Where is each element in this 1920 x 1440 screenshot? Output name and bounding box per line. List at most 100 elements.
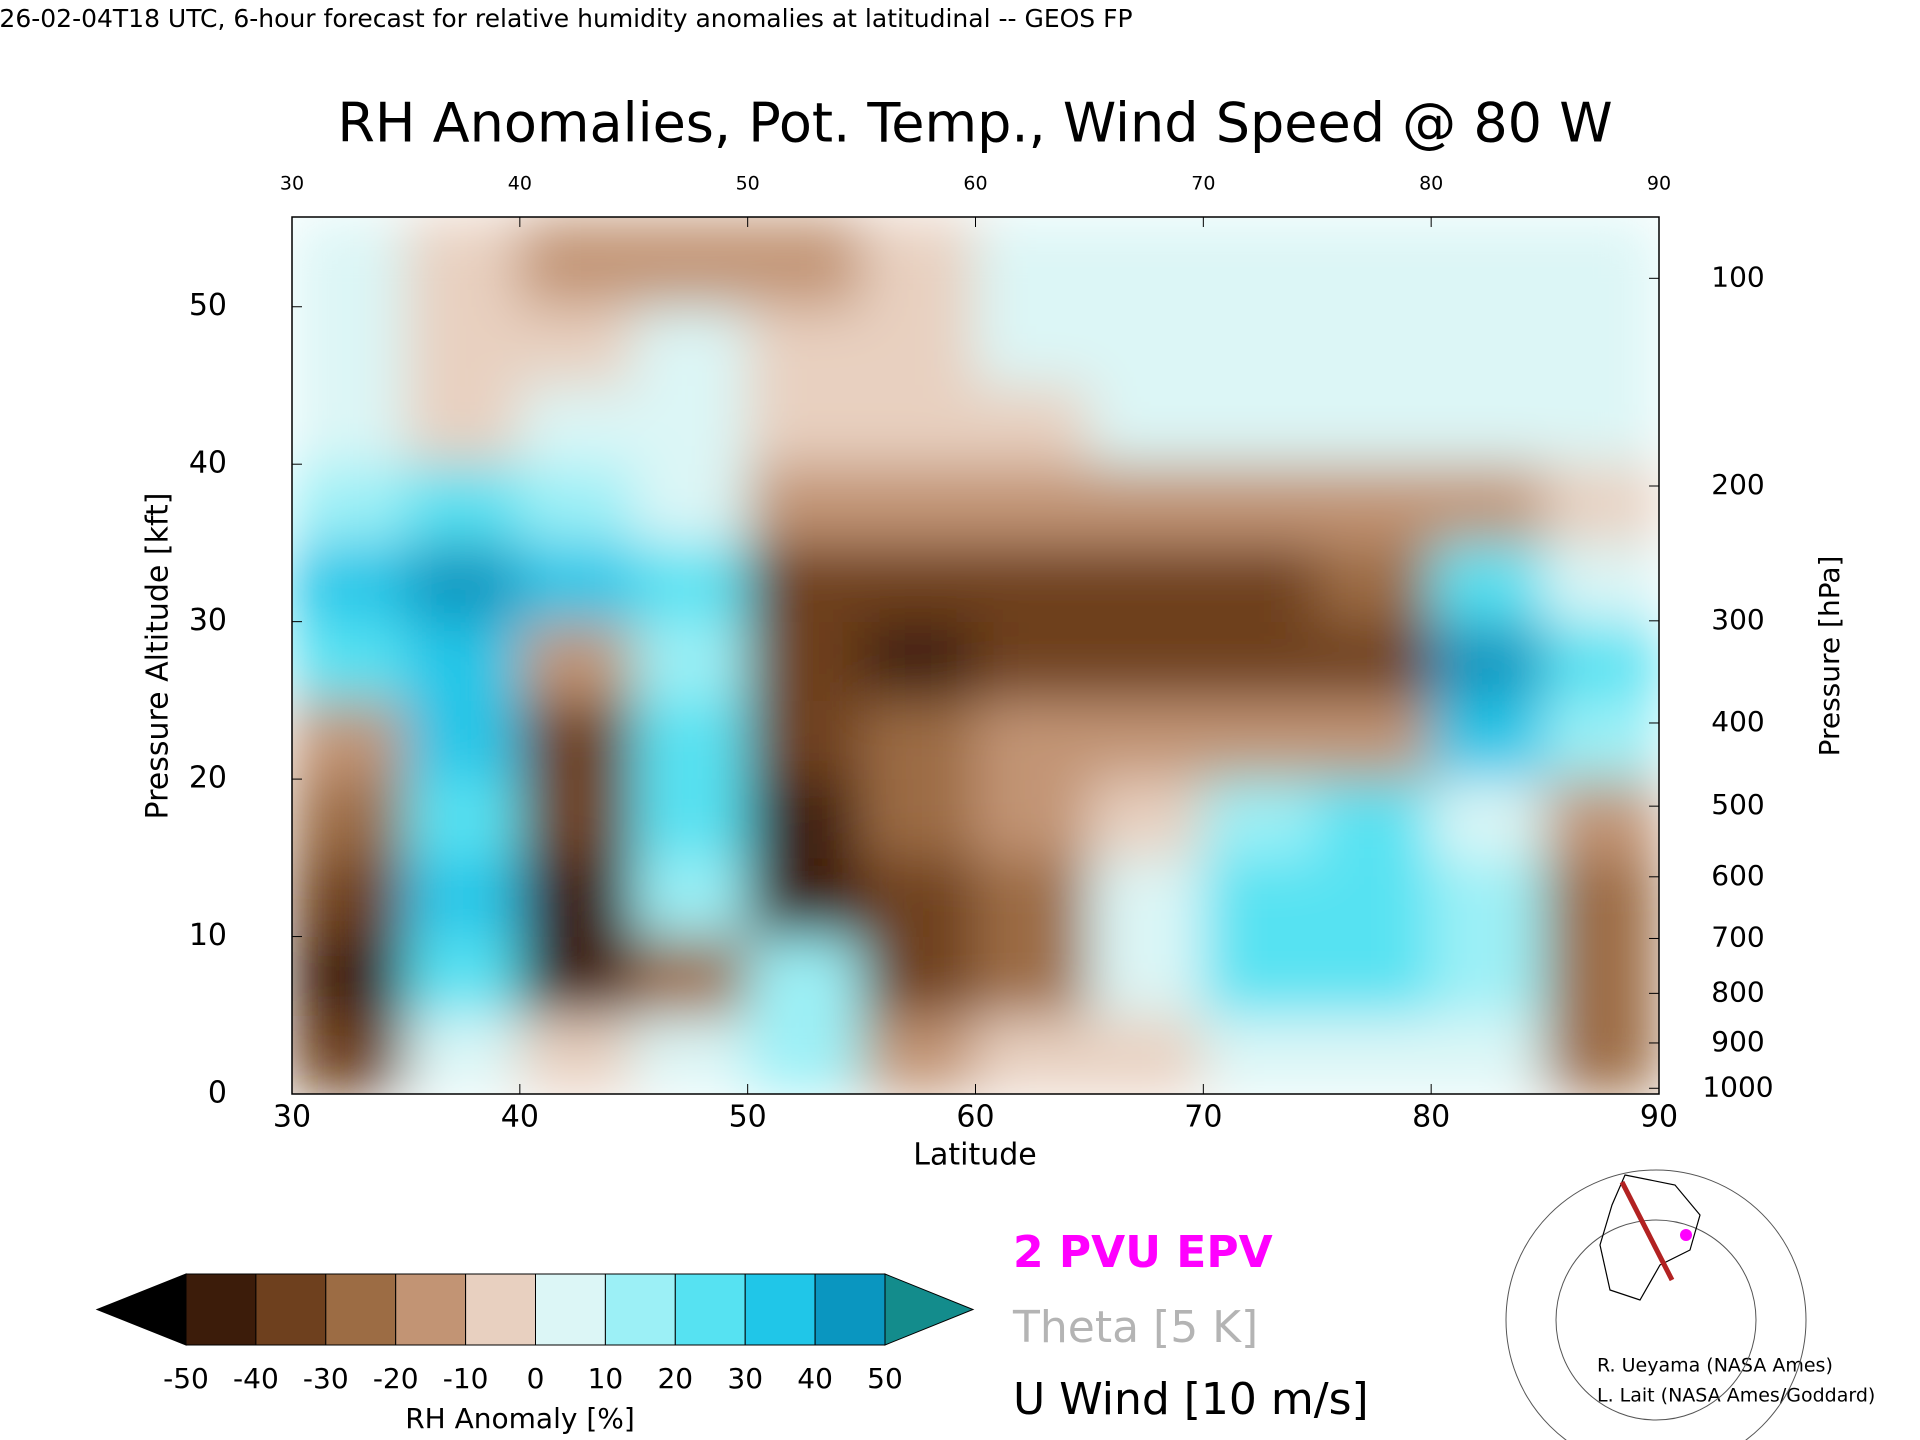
heat-cell xyxy=(405,1014,521,1094)
y2-tick-label: 300 xyxy=(1711,603,1764,636)
heat-cell xyxy=(1316,463,1432,544)
heat-cell xyxy=(1316,384,1432,465)
heat-cell xyxy=(1544,936,1659,1016)
heat-cell xyxy=(747,857,863,938)
y2-tick-label: 400 xyxy=(1711,705,1764,738)
x-top-tick-label: 80 xyxy=(1419,173,1443,195)
map-marker xyxy=(1680,1229,1692,1241)
heat-cell xyxy=(1430,936,1546,1016)
heat-cell xyxy=(292,1014,407,1094)
colorbar-tick-label: 0 xyxy=(527,1362,545,1395)
heat-cell xyxy=(1202,463,1318,544)
heat-cell xyxy=(1430,1014,1546,1094)
x-top-tick-label: 60 xyxy=(963,173,987,195)
heat-cell xyxy=(1088,542,1204,623)
colorbar-tick-label: 10 xyxy=(588,1362,624,1395)
heat-cell xyxy=(1316,936,1432,1016)
chart-title: RH Anomalies, Pot. Temp., Wind Speed @ 8… xyxy=(337,92,1612,155)
x-top-tick-label: 50 xyxy=(736,173,760,195)
colorbar-segment xyxy=(325,1273,397,1346)
colorbar-segment xyxy=(744,1273,816,1346)
y-tick-label: 50 xyxy=(189,288,227,323)
heat-cell xyxy=(861,384,976,465)
colorbar-segment xyxy=(604,1273,676,1346)
heat-cell xyxy=(633,857,749,938)
heat-cell xyxy=(292,778,407,859)
heat-cell xyxy=(405,699,521,780)
colorbar-tick-label: 50 xyxy=(867,1362,903,1395)
y-tick-label: 10 xyxy=(189,918,227,953)
heat-cell xyxy=(747,936,863,1016)
heat-cell xyxy=(292,857,407,938)
colorbar-segment xyxy=(255,1273,327,1346)
heat-cell xyxy=(633,306,749,386)
map-graticule xyxy=(1555,1219,1757,1421)
x-top-tick-label: 90 xyxy=(1647,173,1671,195)
heat-cell xyxy=(1088,306,1204,386)
x-tick-label: 50 xyxy=(729,1100,767,1135)
y2-tick-label: 100 xyxy=(1711,260,1764,293)
heat-cell xyxy=(1430,542,1546,623)
x-top-tick-label: 40 xyxy=(508,173,532,195)
heat-cell xyxy=(633,936,749,1016)
heatmap-cells xyxy=(292,217,1659,1094)
heat-cell xyxy=(519,306,635,386)
colorbar-tick-label: -50 xyxy=(163,1362,209,1395)
x-tick-label: 70 xyxy=(1184,1100,1222,1135)
colorbar-tick-label: -10 xyxy=(443,1362,489,1395)
heat-cell xyxy=(1088,217,1204,308)
heat-cell xyxy=(975,1014,1090,1094)
heat-cell xyxy=(519,936,635,1016)
heat-cell xyxy=(405,542,521,623)
locator-map xyxy=(1505,1165,1807,1440)
y2-axis-label: Pressure [hPa] xyxy=(1813,556,1846,757)
heat-cell xyxy=(519,778,635,859)
y2-tick-label: 600 xyxy=(1711,859,1764,892)
heat-cell xyxy=(1430,306,1546,386)
heat-cell xyxy=(1088,778,1204,859)
y2-tick-label: 700 xyxy=(1711,920,1764,953)
y-tick-label: 30 xyxy=(189,603,227,638)
heat-cell xyxy=(1544,778,1659,859)
legend-wind: U Wind [10 m/s] xyxy=(1013,1374,1369,1425)
x-tick-label: 90 xyxy=(1640,1100,1678,1135)
heat-cell xyxy=(519,542,635,623)
heat-cell xyxy=(1202,857,1318,938)
heat-cell xyxy=(747,306,863,386)
heat-cell xyxy=(292,542,407,623)
heat-cell xyxy=(405,621,521,701)
heat-cell xyxy=(861,542,976,623)
heat-cell xyxy=(747,217,863,308)
heat-cell xyxy=(861,1014,976,1094)
heat-cell xyxy=(975,621,1090,701)
heat-cell xyxy=(405,778,521,859)
heat-cell xyxy=(1202,936,1318,1016)
heat-cell xyxy=(519,621,635,701)
map-frame xyxy=(1556,1165,1755,1318)
credit: R. Ueyama (NASA Ames) xyxy=(1597,1355,1833,1377)
colorbar-label: RH Anomaly [%] xyxy=(405,1402,635,1435)
heat-cell xyxy=(1202,699,1318,780)
heat-cell xyxy=(292,699,407,780)
heat-cell xyxy=(861,699,976,780)
heat-cell xyxy=(1316,217,1432,308)
heat-cell xyxy=(861,778,976,859)
heat-cell xyxy=(1430,384,1546,465)
y2-tick-label: 500 xyxy=(1711,788,1764,821)
heat-cell xyxy=(405,217,521,308)
heat-cell xyxy=(975,384,1090,465)
heat-cell xyxy=(519,857,635,938)
heat-cell xyxy=(1544,621,1659,701)
heat-cell xyxy=(1430,699,1546,780)
heat-cell xyxy=(633,1014,749,1094)
heat-cell xyxy=(975,778,1090,859)
y2-tick-label: 800 xyxy=(1711,975,1764,1008)
heat-cell xyxy=(747,463,863,544)
heat-cell xyxy=(405,463,521,544)
heat-cell xyxy=(405,936,521,1016)
heat-cell xyxy=(861,463,976,544)
heat-cell xyxy=(861,306,976,386)
colorbar-tick-label: 40 xyxy=(797,1362,833,1395)
heat-cell xyxy=(1202,778,1318,859)
